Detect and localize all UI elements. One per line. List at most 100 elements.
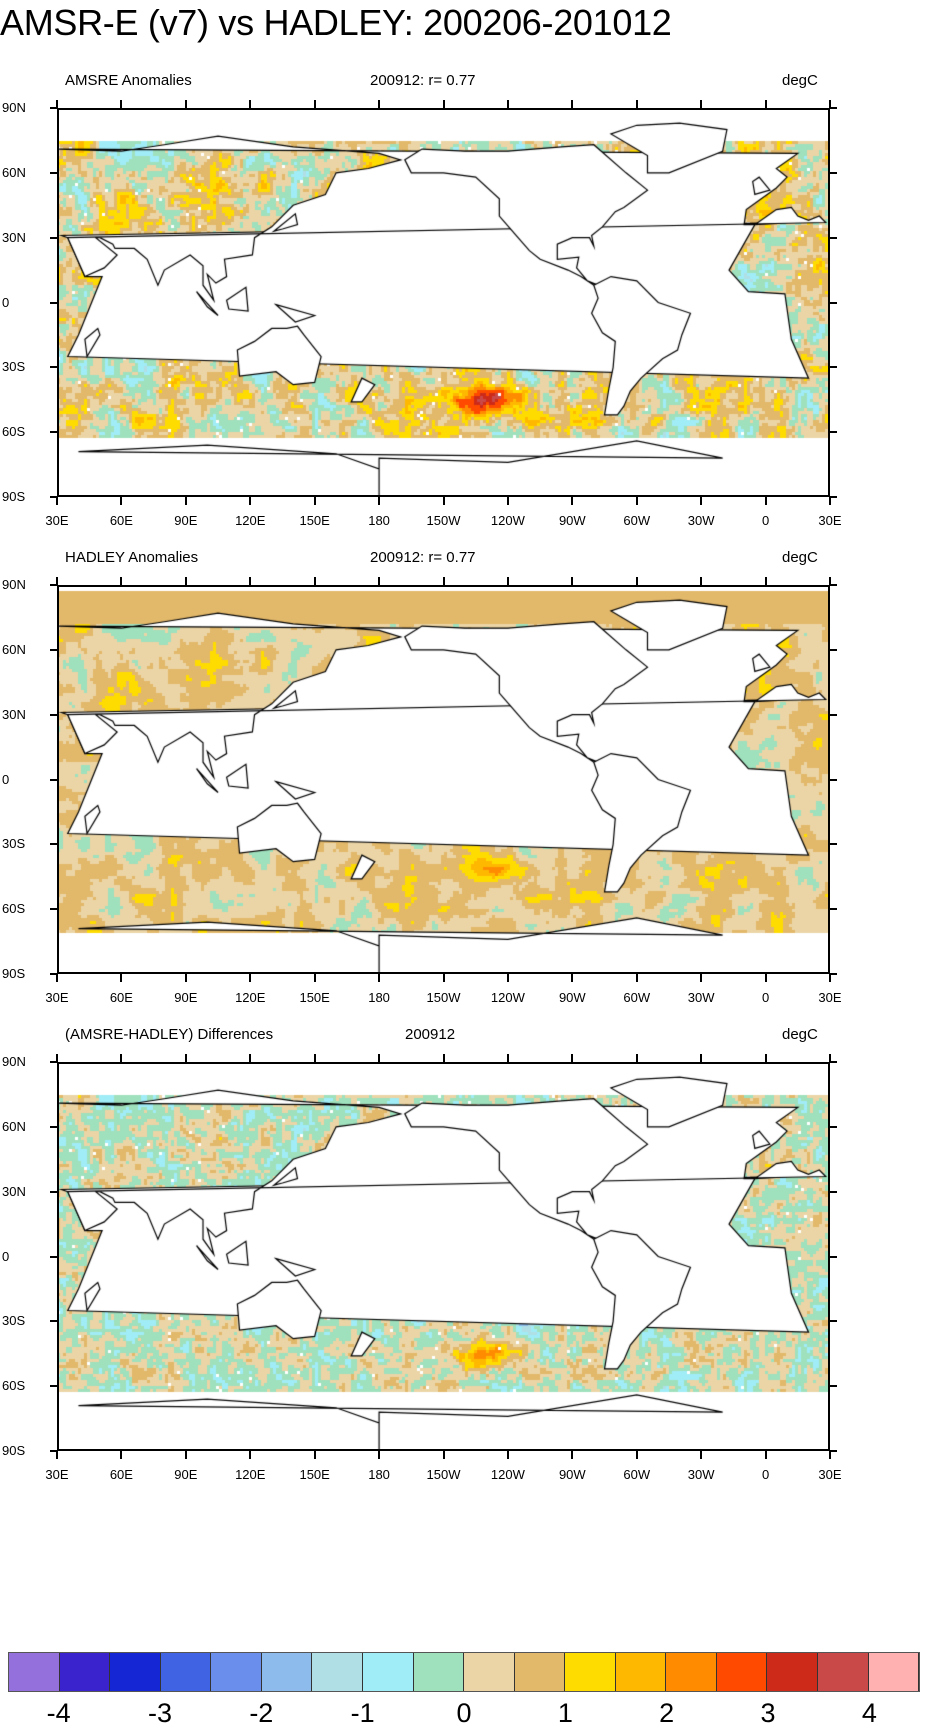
lat-tick [830, 107, 837, 109]
lon-tick [506, 974, 509, 982]
lon-label: 150W [426, 1467, 461, 1482]
lat-tick [50, 301, 57, 304]
colorbar-label: 4 [861, 1698, 877, 1728]
lon-tick [120, 497, 123, 505]
lon-label: 150E [299, 513, 330, 528]
lon-tick [506, 1054, 509, 1062]
lon-tick [635, 100, 638, 108]
lat-label: 60S [2, 424, 26, 440]
lat-tick [50, 1190, 57, 1193]
lon-tick [635, 497, 638, 505]
lat-tick [830, 1061, 837, 1063]
lon-tick [313, 1451, 316, 1459]
lat-label: 90S [2, 489, 26, 504]
anomaly-map-canvas [59, 1064, 828, 1449]
lat-tick [50, 171, 57, 174]
colorbar-box [211, 1653, 262, 1691]
lon-label: 60E [109, 1467, 133, 1482]
lon-tick [700, 974, 703, 982]
lon-label: 0 [761, 513, 770, 528]
lat-tick [830, 908, 837, 911]
lon-tick [249, 1451, 252, 1459]
colorbar-box [716, 1653, 768, 1691]
lon-tick [700, 1054, 703, 1062]
lon-label: 120W [490, 513, 525, 528]
lat-tick [50, 496, 57, 498]
lon-tick [506, 497, 509, 505]
lon-tick [56, 1054, 58, 1062]
lon-label: 30W [687, 513, 715, 528]
lon-tick [442, 100, 445, 108]
lon-tick [313, 974, 316, 982]
lon-label: 30E [818, 990, 842, 1005]
lat-tick [50, 1061, 57, 1063]
lat-tick [50, 1255, 57, 1258]
lon-tick [378, 1054, 381, 1062]
lon-tick [120, 1451, 123, 1459]
colorbar-box [818, 1653, 869, 1691]
lat-tick [830, 713, 837, 716]
lat-tick [830, 1190, 837, 1193]
lon-tick [56, 577, 58, 585]
panel-title: AMSRE Anomalies [65, 72, 192, 89]
lon-tick [571, 1054, 574, 1062]
colorbar-label: -1 [350, 1698, 375, 1728]
lon-tick [120, 1054, 123, 1062]
lat-tick [830, 366, 837, 369]
lon-tick [249, 100, 252, 108]
colorbar-box [312, 1653, 363, 1691]
colorbar-box [59, 1653, 111, 1691]
lat-label: 60N [2, 1118, 26, 1134]
panel-subtitle: 200912 [405, 1026, 456, 1043]
colorbar-box [565, 1653, 616, 1691]
colorbar-box [666, 1653, 717, 1691]
lat-tick [830, 843, 837, 846]
colorbar-box [767, 1653, 818, 1691]
lon-tick [506, 1451, 509, 1459]
lon-tick [829, 1451, 831, 1459]
colorbar-label: 1 [557, 1698, 573, 1728]
lon-tick [313, 1054, 316, 1062]
lon-tick [571, 974, 574, 982]
lat-tick [830, 1320, 837, 1323]
panel-subtitle: 200912: r= 0.77 [370, 72, 476, 89]
colorbar-box [160, 1653, 212, 1691]
lon-label: 180 [368, 990, 390, 1005]
map-plot-area [57, 108, 830, 497]
lat-label: 30S [2, 1313, 26, 1329]
lon-tick [442, 1054, 445, 1062]
lon-label: 60W [623, 990, 651, 1005]
lon-tick [829, 974, 831, 982]
lon-tick [184, 1451, 187, 1459]
map-plot-area [57, 585, 830, 974]
lon-tick [442, 974, 445, 982]
lat-label: 60S [2, 1378, 26, 1394]
lon-tick [764, 1451, 767, 1459]
lat-label: 60N [2, 164, 26, 180]
lon-tick [378, 577, 381, 585]
lon-tick [829, 497, 831, 505]
panel-units: degC [782, 1026, 818, 1043]
anomaly-map-canvas [59, 587, 828, 972]
lon-label: 120E [235, 1467, 266, 1482]
anomaly-map-canvas [59, 110, 828, 495]
lon-tick [249, 974, 252, 982]
colorbar-label: -3 [147, 1698, 172, 1728]
lon-tick [184, 974, 187, 982]
lat-label: 0 [2, 1248, 10, 1264]
lat-label: 30N [2, 229, 26, 245]
colorbar-box [362, 1653, 414, 1691]
lon-tick [378, 1451, 381, 1459]
lon-tick [829, 577, 831, 585]
colorbar-label: 3 [760, 1698, 776, 1728]
lon-label: 30E [818, 1467, 842, 1482]
lon-tick [56, 497, 58, 505]
lon-tick [120, 974, 123, 982]
lon-label: 90E [174, 990, 198, 1005]
lat-label: 90S [2, 1443, 26, 1458]
lon-label: 180 [368, 513, 390, 528]
lat-tick [830, 431, 837, 434]
lat-tick [830, 496, 837, 498]
panel-title: (AMSRE-HADLEY) Differences [65, 1026, 274, 1043]
lat-tick [50, 584, 57, 586]
